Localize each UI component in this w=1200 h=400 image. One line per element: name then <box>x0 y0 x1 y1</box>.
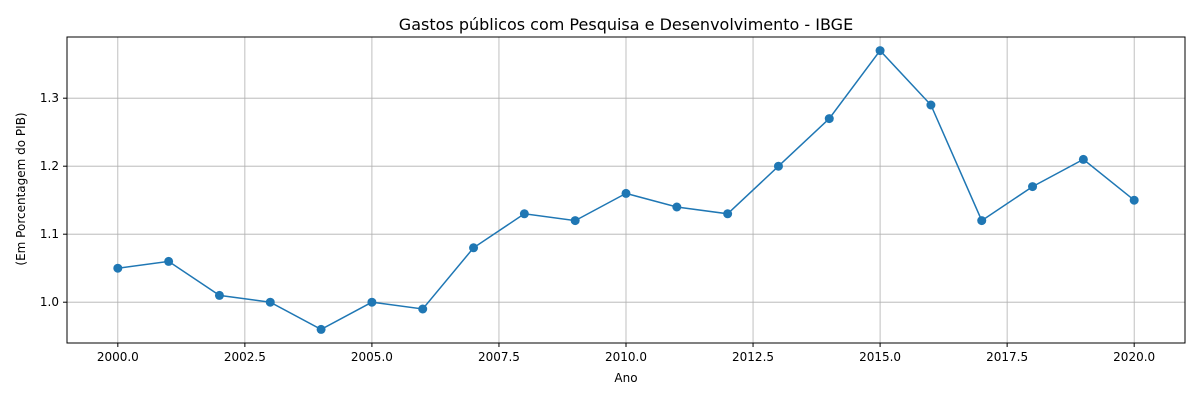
x-tick-label: 2015.0 <box>859 350 901 364</box>
x-tick-label: 2002.5 <box>224 350 266 364</box>
y-axis-label: (Em Porcentagem do PIB) <box>14 112 28 265</box>
data-point <box>265 297 275 307</box>
data-point <box>1028 182 1038 192</box>
y-tick-label: 1.0 <box>40 295 59 309</box>
x-tick-label: 2005.0 <box>351 350 393 364</box>
data-point <box>824 114 834 124</box>
data-point <box>875 46 885 56</box>
x-tick-label: 2020.0 <box>1113 350 1155 364</box>
data-point <box>621 188 631 198</box>
data-point <box>773 161 783 171</box>
data-point <box>316 324 326 334</box>
x-tick-label: 2007.5 <box>478 350 520 364</box>
x-tick-label: 2010.0 <box>605 350 647 364</box>
data-point <box>164 256 174 266</box>
x-tick-label: 2017.5 <box>986 350 1028 364</box>
data-point <box>519 209 529 219</box>
x-tick-label: 2012.5 <box>732 350 774 364</box>
data-point <box>1078 154 1088 164</box>
data-point <box>570 216 580 226</box>
y-tick-label: 1.2 <box>40 159 59 173</box>
data-points <box>113 46 1139 334</box>
y-tick-label: 1.1 <box>40 227 59 241</box>
x-axis-label: Ano <box>614 371 637 385</box>
data-point <box>214 290 224 300</box>
chart-title: Gastos públicos com Pesquisa e Desenvolv… <box>399 15 853 34</box>
data-point <box>672 202 682 212</box>
data-point <box>418 304 428 314</box>
data-point <box>469 243 479 253</box>
data-point <box>367 297 377 307</box>
plot-frame <box>66 36 1186 344</box>
data-point <box>926 100 936 110</box>
x-axis-ticks: 2000.0 2002.5 2005.0 2007.5 2010.0 2012.5 2015… <box>97 343 1155 364</box>
data-point <box>1129 195 1139 205</box>
y-axis-ticks: 1.0 1.1 1.2 1.3 <box>40 91 67 309</box>
data-point <box>113 263 123 273</box>
data-point <box>977 216 987 226</box>
data-point <box>723 209 733 219</box>
x-tick-label: 2000.0 <box>97 350 139 364</box>
y-tick-label: 1.3 <box>40 91 59 105</box>
